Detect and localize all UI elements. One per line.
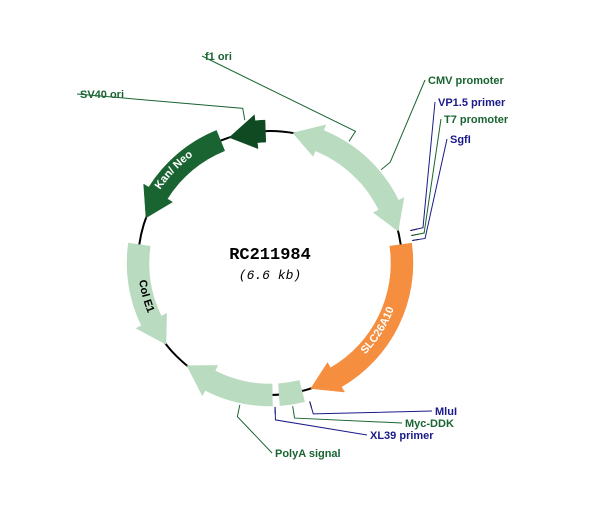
leader-t7-promoter (412, 119, 441, 235)
label-xl39-primer: XL39 primer (370, 430, 434, 442)
leader-xl39-primer (275, 408, 367, 435)
label-cmv-promoter: CMV promoter (428, 75, 505, 87)
label-t7-promoter: T7 promoter (444, 114, 509, 126)
leader-myc-ddk (293, 406, 402, 423)
plasmid-name: RC211984 (229, 246, 311, 265)
feature-f1-ori (293, 125, 376, 182)
label-f1-ori: f1 ori (205, 51, 232, 63)
label-sgfi: SgfI (450, 134, 471, 146)
feature-kan-neo (144, 130, 225, 217)
label-mlui: MluI (435, 406, 457, 418)
feature-sv40-ori (229, 115, 266, 149)
label-polya-signal: PolyA signal (275, 448, 341, 460)
feature-slc26a10 (311, 243, 413, 392)
feature-myc-ddk (278, 380, 304, 405)
plasmid-map: SLC26A10Col E1Kan/ NeoCMV promoterMyc-DD… (0, 0, 600, 512)
leader-mlui (310, 402, 432, 414)
label-vp1-5-primer: VP1.5 primer (438, 97, 506, 109)
label-sv40-ori: SV40 ori (80, 89, 124, 101)
plasmid-size: (6.6 kb) (239, 268, 301, 283)
feature-polya-signal (187, 365, 273, 406)
leader-polya-signal (237, 405, 272, 453)
leader-f1-ori (202, 56, 356, 141)
leader-cmv-promoter (381, 80, 425, 170)
label-myc-ddk: Myc-DDK (405, 418, 454, 430)
